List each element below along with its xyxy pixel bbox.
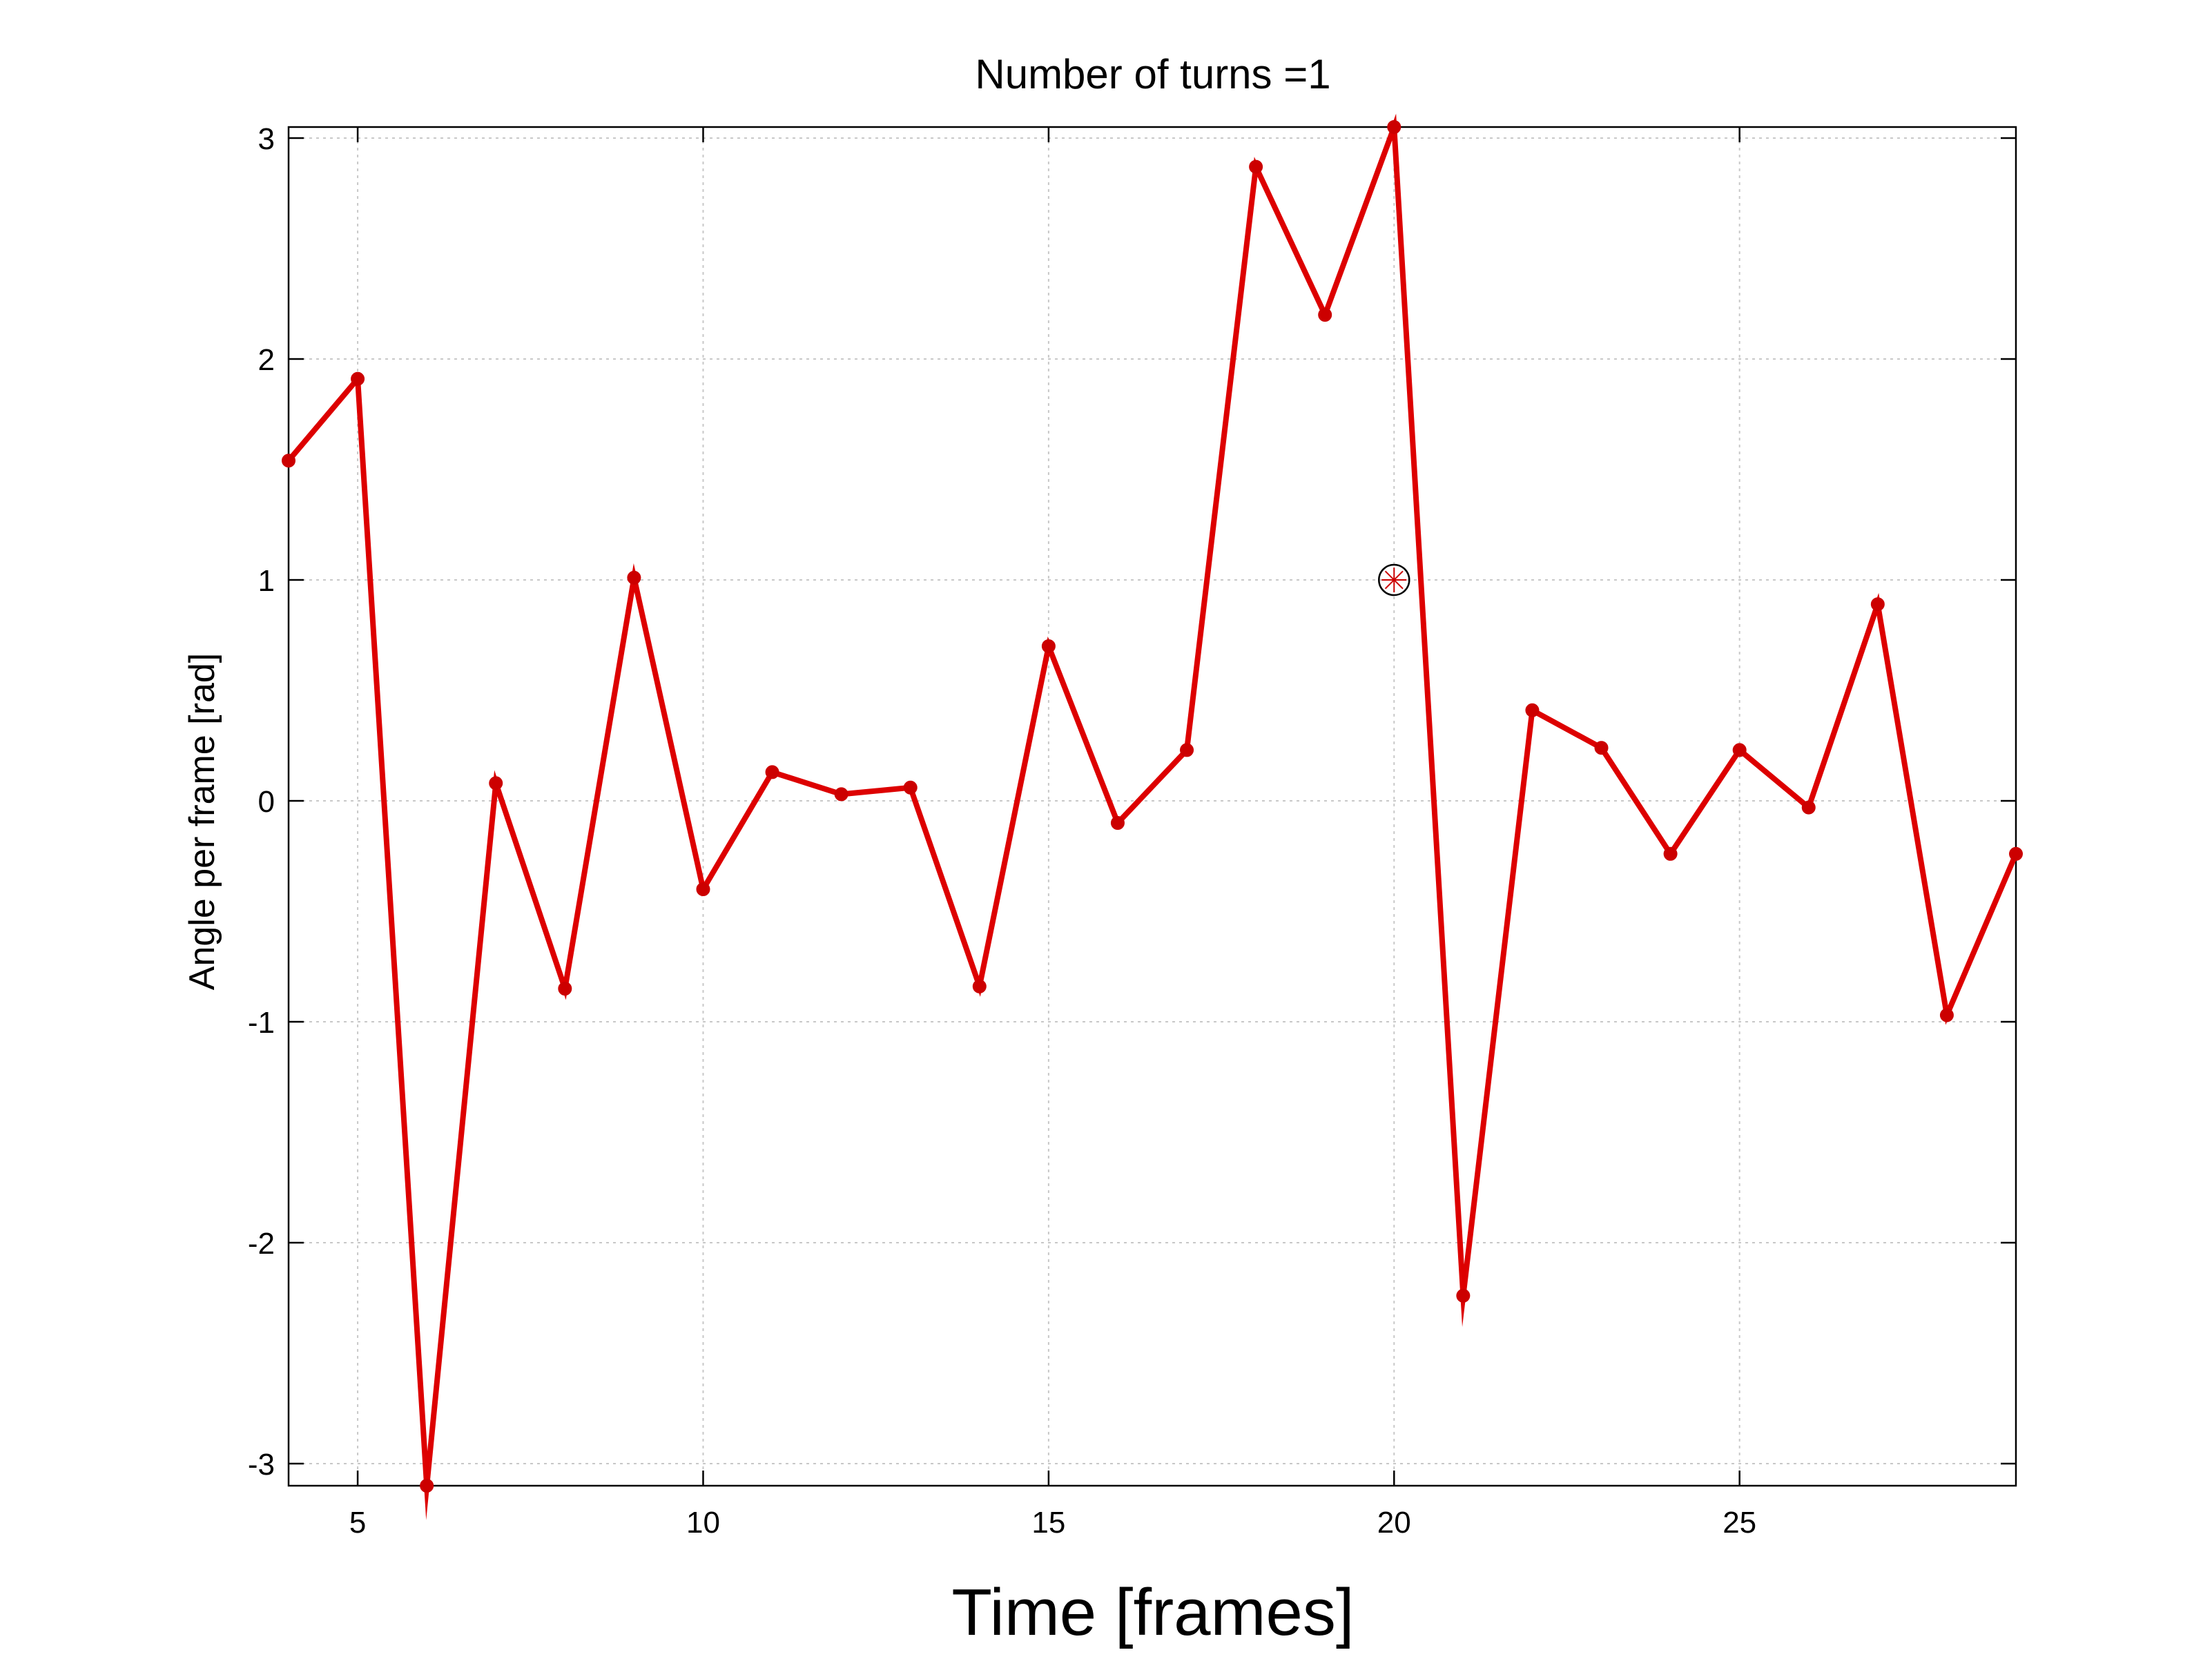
data-point-ring [1180, 743, 1194, 757]
data-point-ring [1041, 639, 1056, 653]
data-point [1456, 1288, 1471, 1303]
y-tick-label: 3 [258, 122, 275, 156]
data-point [1525, 703, 1540, 717]
data-point [1732, 743, 1747, 757]
annotation-marker [1378, 563, 1410, 596]
data-point [489, 776, 503, 790]
tick-labels: 5 10 15 20 25 -3 -2 -1 0 1 2 3 [248, 122, 1756, 1540]
axis-ticks [289, 127, 2016, 1486]
data-point [834, 787, 848, 802]
data-point-ring [1110, 816, 1125, 830]
y-tick-label: 2 [258, 343, 275, 377]
data-point-ring [489, 776, 503, 790]
data-point [1801, 800, 1816, 815]
chart-title: Number of turns =1 [975, 51, 1330, 97]
data-point-stroke [766, 766, 778, 778]
data-point [903, 780, 918, 795]
data-point-ring [1732, 743, 1747, 757]
data-point-ring [1387, 120, 1401, 134]
data-point-stroke [1181, 744, 1193, 756]
data-point-ring [1870, 597, 1885, 612]
data-point [1249, 159, 1263, 174]
data-point [282, 454, 295, 468]
grid [289, 127, 2016, 1486]
data-point-ring [696, 882, 710, 896]
data-point-ring [558, 982, 572, 996]
data-point-ring [1594, 741, 1609, 755]
data-point-ring [1801, 800, 1816, 815]
plot-frame [287, 126, 2017, 1487]
data-point [972, 979, 987, 993]
data-point-ring [282, 454, 295, 468]
data-point-ring [1939, 1008, 1954, 1022]
data-point-ring [903, 780, 918, 795]
data-point-ring [351, 371, 365, 386]
x-axis-label: Time [frames] [951, 1575, 1354, 1649]
data-point-stroke [1457, 1290, 1469, 1301]
data-point-ring [627, 570, 641, 585]
data-point [1110, 816, 1125, 830]
annotation-circle [1378, 563, 1410, 596]
data-point-ring [1456, 1288, 1471, 1303]
data-point-ring [1525, 703, 1540, 717]
annotation-asterisk-stroke [1384, 570, 1404, 590]
annotations [1378, 563, 1410, 596]
x-tick-label: 10 [686, 1506, 720, 1540]
data-point-ring [2009, 846, 2023, 861]
y-axis-label: Angle per frame [rad] [182, 653, 222, 990]
y-tick-label: 0 [258, 785, 275, 819]
x-tick-label: 25 [1723, 1506, 1756, 1540]
data-point [1870, 597, 1885, 612]
data-point [420, 1479, 434, 1493]
data-point-stroke [835, 788, 847, 800]
x-tick-label: 5 [349, 1506, 366, 1540]
y-tick-label: 1 [258, 564, 275, 598]
data-point-stroke [973, 980, 985, 992]
data-point [351, 371, 365, 386]
data-point [2009, 846, 2023, 861]
data-point-stroke [1665, 848, 1676, 860]
data-point-ring [1663, 846, 1678, 861]
data-point [1387, 120, 1401, 134]
series [282, 113, 2023, 1520]
y-tick-label: -1 [248, 1006, 275, 1040]
data-point-stroke [282, 455, 295, 467]
data-point [1041, 639, 1056, 653]
data-point-ring [834, 787, 848, 802]
data-point [558, 982, 572, 996]
x-tick-label: 15 [1031, 1506, 1065, 1540]
data-point-ring [1249, 159, 1263, 174]
data-point-ring [972, 979, 987, 993]
x-tick-label: 20 [1377, 1506, 1411, 1540]
data-point-ring [1318, 308, 1332, 322]
data-point [696, 882, 710, 896]
y-tick-label: -3 [248, 1448, 275, 1482]
data-point [765, 765, 779, 779]
data-point-ring [420, 1479, 434, 1493]
data-point [1594, 741, 1609, 755]
data-point [1663, 846, 1678, 861]
y-tick-label: -2 [248, 1227, 275, 1261]
data-point [1180, 743, 1194, 757]
data-point [1939, 1008, 1954, 1022]
series-line [286, 113, 2019, 1520]
data-point [627, 570, 641, 585]
data-point [1318, 308, 1332, 322]
data-point-ring [765, 765, 779, 779]
